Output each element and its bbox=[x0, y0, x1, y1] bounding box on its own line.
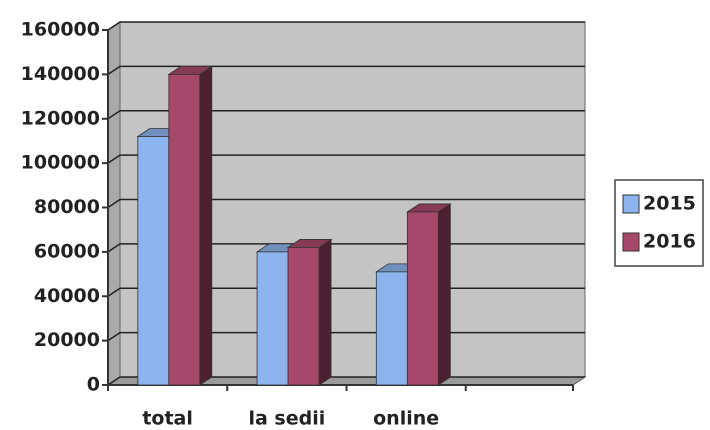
x-tick-label: la sedii bbox=[248, 408, 325, 430]
y-tick-label: 140000 bbox=[21, 63, 100, 85]
grid-line bbox=[107, 21, 585, 31]
bar-side bbox=[199, 65, 213, 386]
y-tick-label: 100000 bbox=[21, 152, 100, 174]
bar bbox=[137, 136, 170, 386]
grid-line bbox=[107, 65, 585, 75]
bar-side bbox=[318, 238, 332, 386]
x-tick-label: online bbox=[373, 408, 439, 430]
grid-line bbox=[107, 154, 585, 164]
y-tick-label: 160000 bbox=[21, 19, 100, 41]
legend-box bbox=[614, 179, 704, 267]
y-tick-label: 40000 bbox=[34, 285, 100, 307]
y-tick-label: 120000 bbox=[21, 107, 100, 129]
legend-swatch bbox=[622, 232, 640, 252]
y-tick-label: 0 bbox=[87, 374, 100, 396]
bar bbox=[287, 247, 320, 386]
bar bbox=[256, 251, 289, 386]
x-tick-label: total bbox=[142, 408, 193, 430]
bar bbox=[375, 271, 408, 386]
legend-label: 2015 bbox=[643, 193, 696, 215]
y-tick-label: 20000 bbox=[34, 329, 100, 351]
legend-swatch bbox=[622, 194, 640, 214]
bar bbox=[168, 73, 201, 386]
grid-line bbox=[107, 110, 585, 120]
legend-label: 2016 bbox=[643, 231, 696, 253]
y-tick-label: 80000 bbox=[34, 196, 100, 218]
bar bbox=[406, 211, 439, 386]
bar-side bbox=[437, 203, 451, 386]
y-tick-label: 60000 bbox=[34, 240, 100, 262]
grid-line bbox=[107, 198, 585, 209]
